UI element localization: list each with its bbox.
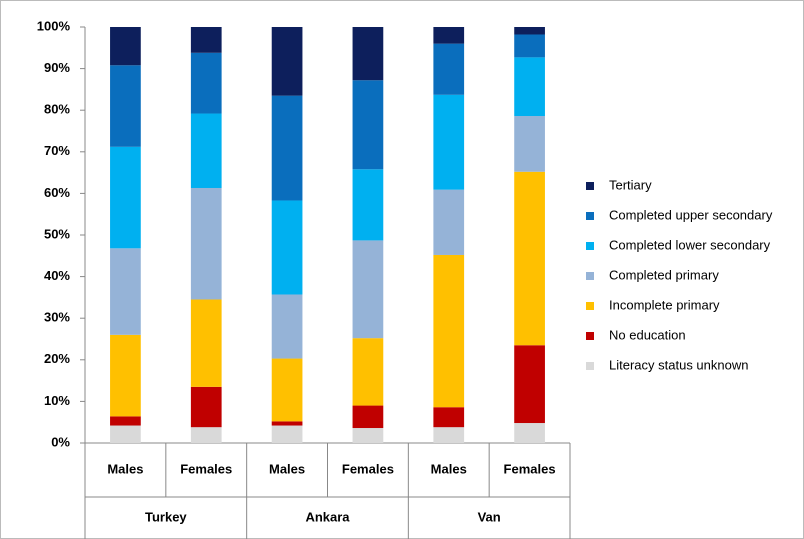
bar-segment <box>271 425 303 443</box>
bar-segment <box>433 189 465 255</box>
bar-segment <box>190 299 222 387</box>
legend-label: Tertiary <box>609 177 652 192</box>
legend-label: Completed upper secondary <box>609 207 773 222</box>
bar-segment <box>514 34 545 58</box>
bar-segment <box>110 416 141 426</box>
x-tick-label: Females <box>180 461 232 476</box>
bar-segment <box>190 427 222 443</box>
bar-segment <box>190 386 222 428</box>
y-tick-label: 10% <box>44 393 70 408</box>
bar-segment <box>110 425 141 443</box>
bar-segment <box>190 113 222 188</box>
bar-segment <box>271 421 303 426</box>
bar-segment <box>433 254 465 408</box>
legend-swatch <box>586 212 594 220</box>
group-label: Van <box>478 509 501 524</box>
y-tick-label: 100% <box>37 18 71 33</box>
legend-label: Completed lower secondary <box>609 237 771 252</box>
x-tick-label: Males <box>431 461 467 476</box>
y-tick-label: 70% <box>44 143 70 158</box>
x-tick-label: Males <box>107 461 143 476</box>
bar-segment <box>190 27 222 53</box>
bar-segment <box>110 65 141 147</box>
x-tick-label: Males <box>269 461 305 476</box>
bar-segment <box>110 146 141 249</box>
bar-segment <box>433 27 465 44</box>
bar-segment <box>433 43 465 95</box>
group-label: Turkey <box>145 509 187 524</box>
bar-segment <box>433 427 465 443</box>
legend-label: Literacy status unknown <box>609 357 748 372</box>
bar-segment <box>514 345 545 424</box>
y-tick-label: 30% <box>44 310 70 325</box>
legend-swatch <box>586 302 594 310</box>
legend-swatch <box>586 242 594 250</box>
y-tick-label: 90% <box>44 60 70 75</box>
bar-segment <box>433 407 465 428</box>
bar-segment <box>110 248 141 335</box>
y-tick-label: 60% <box>44 185 70 200</box>
bar-segment <box>352 405 384 429</box>
bar-segment <box>271 358 303 422</box>
legend-swatch <box>586 332 594 340</box>
y-tick-label: 0% <box>51 434 70 449</box>
group-label: Ankara <box>305 509 350 524</box>
legend-swatch <box>586 272 594 280</box>
legend-swatch <box>586 182 594 190</box>
bar-segment <box>433 94 465 190</box>
bar-segment <box>514 171 545 346</box>
legend-label: Incomplete primary <box>609 297 720 312</box>
bar-segment <box>352 169 384 241</box>
legend-label: Completed primary <box>609 267 719 282</box>
bar-segment <box>190 52 222 114</box>
bar-segment <box>110 334 141 417</box>
bar-segment <box>352 428 384 443</box>
x-tick-label: Females <box>342 461 394 476</box>
legend-swatch <box>586 362 594 370</box>
bar-segment <box>514 423 545 443</box>
bar-segment <box>271 200 303 295</box>
bar-segment <box>352 338 384 406</box>
bar-segment <box>352 240 384 339</box>
y-tick-label: 50% <box>44 226 70 241</box>
legend-label: No education <box>609 327 686 342</box>
y-tick-label: 20% <box>44 351 70 366</box>
y-tick-label: 40% <box>44 268 70 283</box>
y-tick-label: 80% <box>44 102 70 117</box>
bar-segment <box>352 80 384 170</box>
bar-segment <box>271 27 303 96</box>
x-tick-label: Females <box>504 461 556 476</box>
bar-segment <box>190 187 222 300</box>
bar-segment <box>514 27 545 35</box>
bar-segment <box>271 294 303 359</box>
bar-segment <box>110 27 141 66</box>
bar-segment <box>514 116 545 172</box>
bar-segment <box>514 57 545 117</box>
bar-segment <box>271 95 303 201</box>
bar-segment <box>352 27 384 81</box>
